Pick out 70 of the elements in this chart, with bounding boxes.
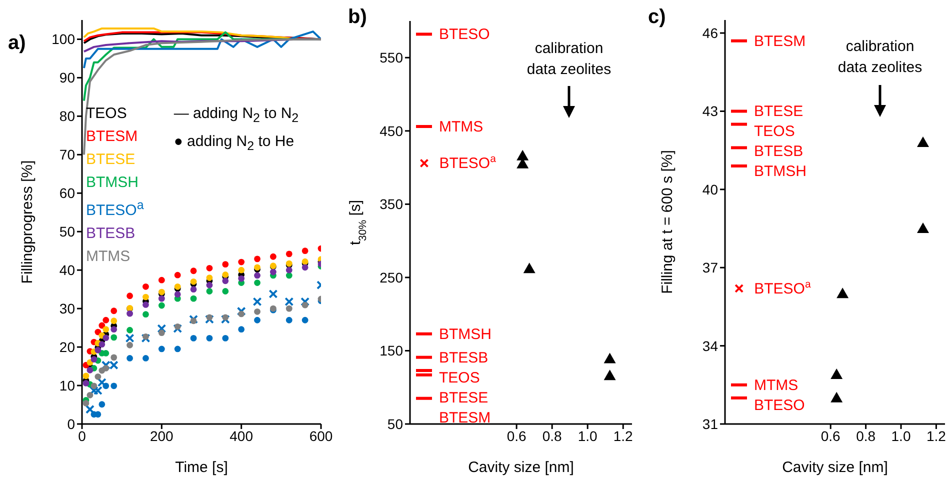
y-tick-label: 34	[702, 338, 718, 354]
x-tick-label: 1.2	[613, 428, 634, 444]
x-tick-label: 1.0	[891, 428, 911, 444]
y-tick-label: 37	[702, 260, 718, 276]
text: BTESM	[86, 127, 139, 147]
ref-line-label: BTESM	[439, 409, 491, 426]
x-axis-title: Cavity size [nm]	[782, 459, 888, 476]
y-tick-label: 10	[59, 377, 76, 394]
y-tick-label: 50	[387, 416, 404, 432]
y-tick-label: 550	[380, 50, 404, 66]
y-tick-label: 31	[702, 416, 718, 432]
x-tick-label: 0.8	[542, 428, 562, 444]
x-tick-label: 600	[309, 428, 333, 444]
y-axis-title: Filling at t = 600 s [%]	[659, 150, 676, 294]
series-label: BTESO$^{a}$	[754, 278, 811, 298]
ref-line-label: BTMSH	[754, 163, 806, 180]
text: MTMS	[86, 247, 132, 267]
annotation: ● adding N$_{2}$ to He	[174, 132, 296, 155]
y-tick-label: 60	[59, 185, 76, 202]
x-tick-label: 0.6	[506, 428, 526, 444]
text: BTMSH	[86, 173, 140, 193]
ref-line-label: TEOS	[439, 369, 480, 386]
y-axis-title: Fillingprogress [%]	[19, 160, 36, 284]
y-tick-label: 450	[380, 122, 404, 139]
y-tick-label: 40	[59, 262, 76, 278]
y-tick-label: 350	[380, 196, 404, 212]
y-tick-label: 46	[702, 25, 718, 41]
x-axis-title: Cavity size [nm]	[468, 459, 574, 476]
annotation: calibration data zeolites	[526, 39, 612, 80]
series-label: BTESO$^{a}$	[439, 153, 496, 172]
y-tick-label: 43	[702, 103, 718, 120]
x-axis-title: Time [s]	[175, 459, 228, 476]
text: BTESO$^{a}$	[86, 197, 144, 221]
y-tick-label: 20	[59, 339, 76, 356]
y-tick-label: 50	[59, 224, 76, 240]
y-tick-label: 40	[702, 181, 718, 198]
y-tick-label: 0	[67, 416, 76, 432]
y-tick-label: 90	[59, 70, 76, 86]
annotation: — adding N$_{2}$ to N$_{2}$	[174, 104, 299, 127]
ref-line-label: MTMS	[439, 118, 484, 136]
text: TEOS	[86, 104, 128, 124]
x-tick-label: 1.2	[926, 428, 946, 444]
x-tick-label: 400	[230, 428, 254, 444]
ref-line-label: BTESO	[754, 396, 805, 414]
ref-line-label: BTMSH	[439, 326, 492, 343]
text: BTESE	[86, 150, 136, 170]
ref-line-label: BTESB	[754, 143, 804, 160]
x-tick-label: 0	[78, 428, 86, 444]
ref-line-label: BTESM	[754, 32, 806, 50]
chart-title: c)	[648, 6, 666, 29]
ref-line-label: BTESB	[439, 349, 488, 366]
text: a)	[8, 32, 26, 55]
ref-line-label: BTESO	[439, 26, 490, 44]
annotation: calibration data zeolites	[836, 37, 924, 78]
chart-title: b)	[348, 6, 367, 29]
ref-line-label: BTESE	[754, 103, 804, 120]
y-tick-label: 150	[380, 342, 404, 359]
y-tick-label: 250	[380, 269, 404, 286]
text: BTESB	[86, 224, 136, 244]
x-tick-label: 0.8	[856, 428, 876, 444]
y-tick-label: 30	[59, 300, 76, 317]
ref-line-label: MTMS	[754, 376, 798, 394]
x-tick-label: 0.6	[820, 428, 841, 444]
y-tick-label: 100	[52, 31, 76, 48]
x-tick-label: 200	[150, 428, 174, 444]
ref-line-label: BTESE	[439, 389, 488, 406]
y-tick-label: 70	[59, 146, 76, 163]
ref-line-label: TEOS	[754, 123, 795, 140]
x-tick-label: 1.0	[578, 428, 598, 444]
y-tick-label: 80	[59, 108, 76, 124]
